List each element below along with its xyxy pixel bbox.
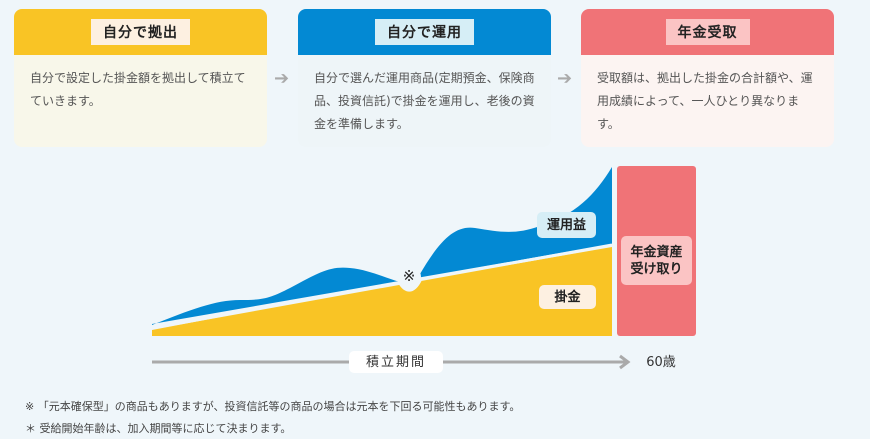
step-receive-card: 年金受取 受取額は、拠出した掛金の合計額や、運用成績によって、一人ひとり異なりま… — [581, 9, 834, 147]
contribution-area — [152, 247, 612, 336]
arrow-right-icon: ➔ — [274, 68, 290, 89]
step-text: 自分で設定した掛金額を拠出して積立てていきます。 — [14, 55, 267, 147]
accumulation-period-label: 積立期間 — [349, 351, 443, 373]
step-text: 受取額は、拠出した掛金の合計額や、運用成績によって、一人ひとり異なります。 — [581, 55, 834, 147]
step-text: 自分で選んだ運用商品(定期預金、保険商品、投資信託)で掛金を運用し、老後の資金を… — [298, 55, 551, 147]
age-label: 60歳 — [646, 354, 676, 370]
investment-gain-area — [152, 167, 612, 325]
investment-gain-label: 運用益 — [537, 212, 596, 238]
footnote: ※ 「元本確保型」の商品もありますが、投資信託等の商品の場合は元本を下回る可能性… — [25, 400, 521, 413]
footnote: ＊ 受給開始年齢は、加入期間等に応じて決まります。 — [25, 422, 292, 435]
step-invest-card: 自分で運用 自分で選んだ運用商品(定期預金、保険商品、投資信託)で掛金を運用し、… — [298, 9, 551, 147]
contribution-label: 掛金 — [539, 285, 596, 309]
pension-receive-label: 年金資産 受け取り — [621, 236, 692, 285]
step-title: 自分で拠出 — [91, 19, 190, 45]
note-mark: ※ — [402, 266, 416, 285]
arrow-right-icon: ➔ — [557, 68, 573, 89]
step-contribute-card: 自分で拠出 自分で設定した掛金額を拠出して積立てていきます。 — [14, 9, 267, 147]
step-title: 年金受取 — [665, 19, 750, 45]
step-title: 自分で運用 — [375, 19, 474, 45]
